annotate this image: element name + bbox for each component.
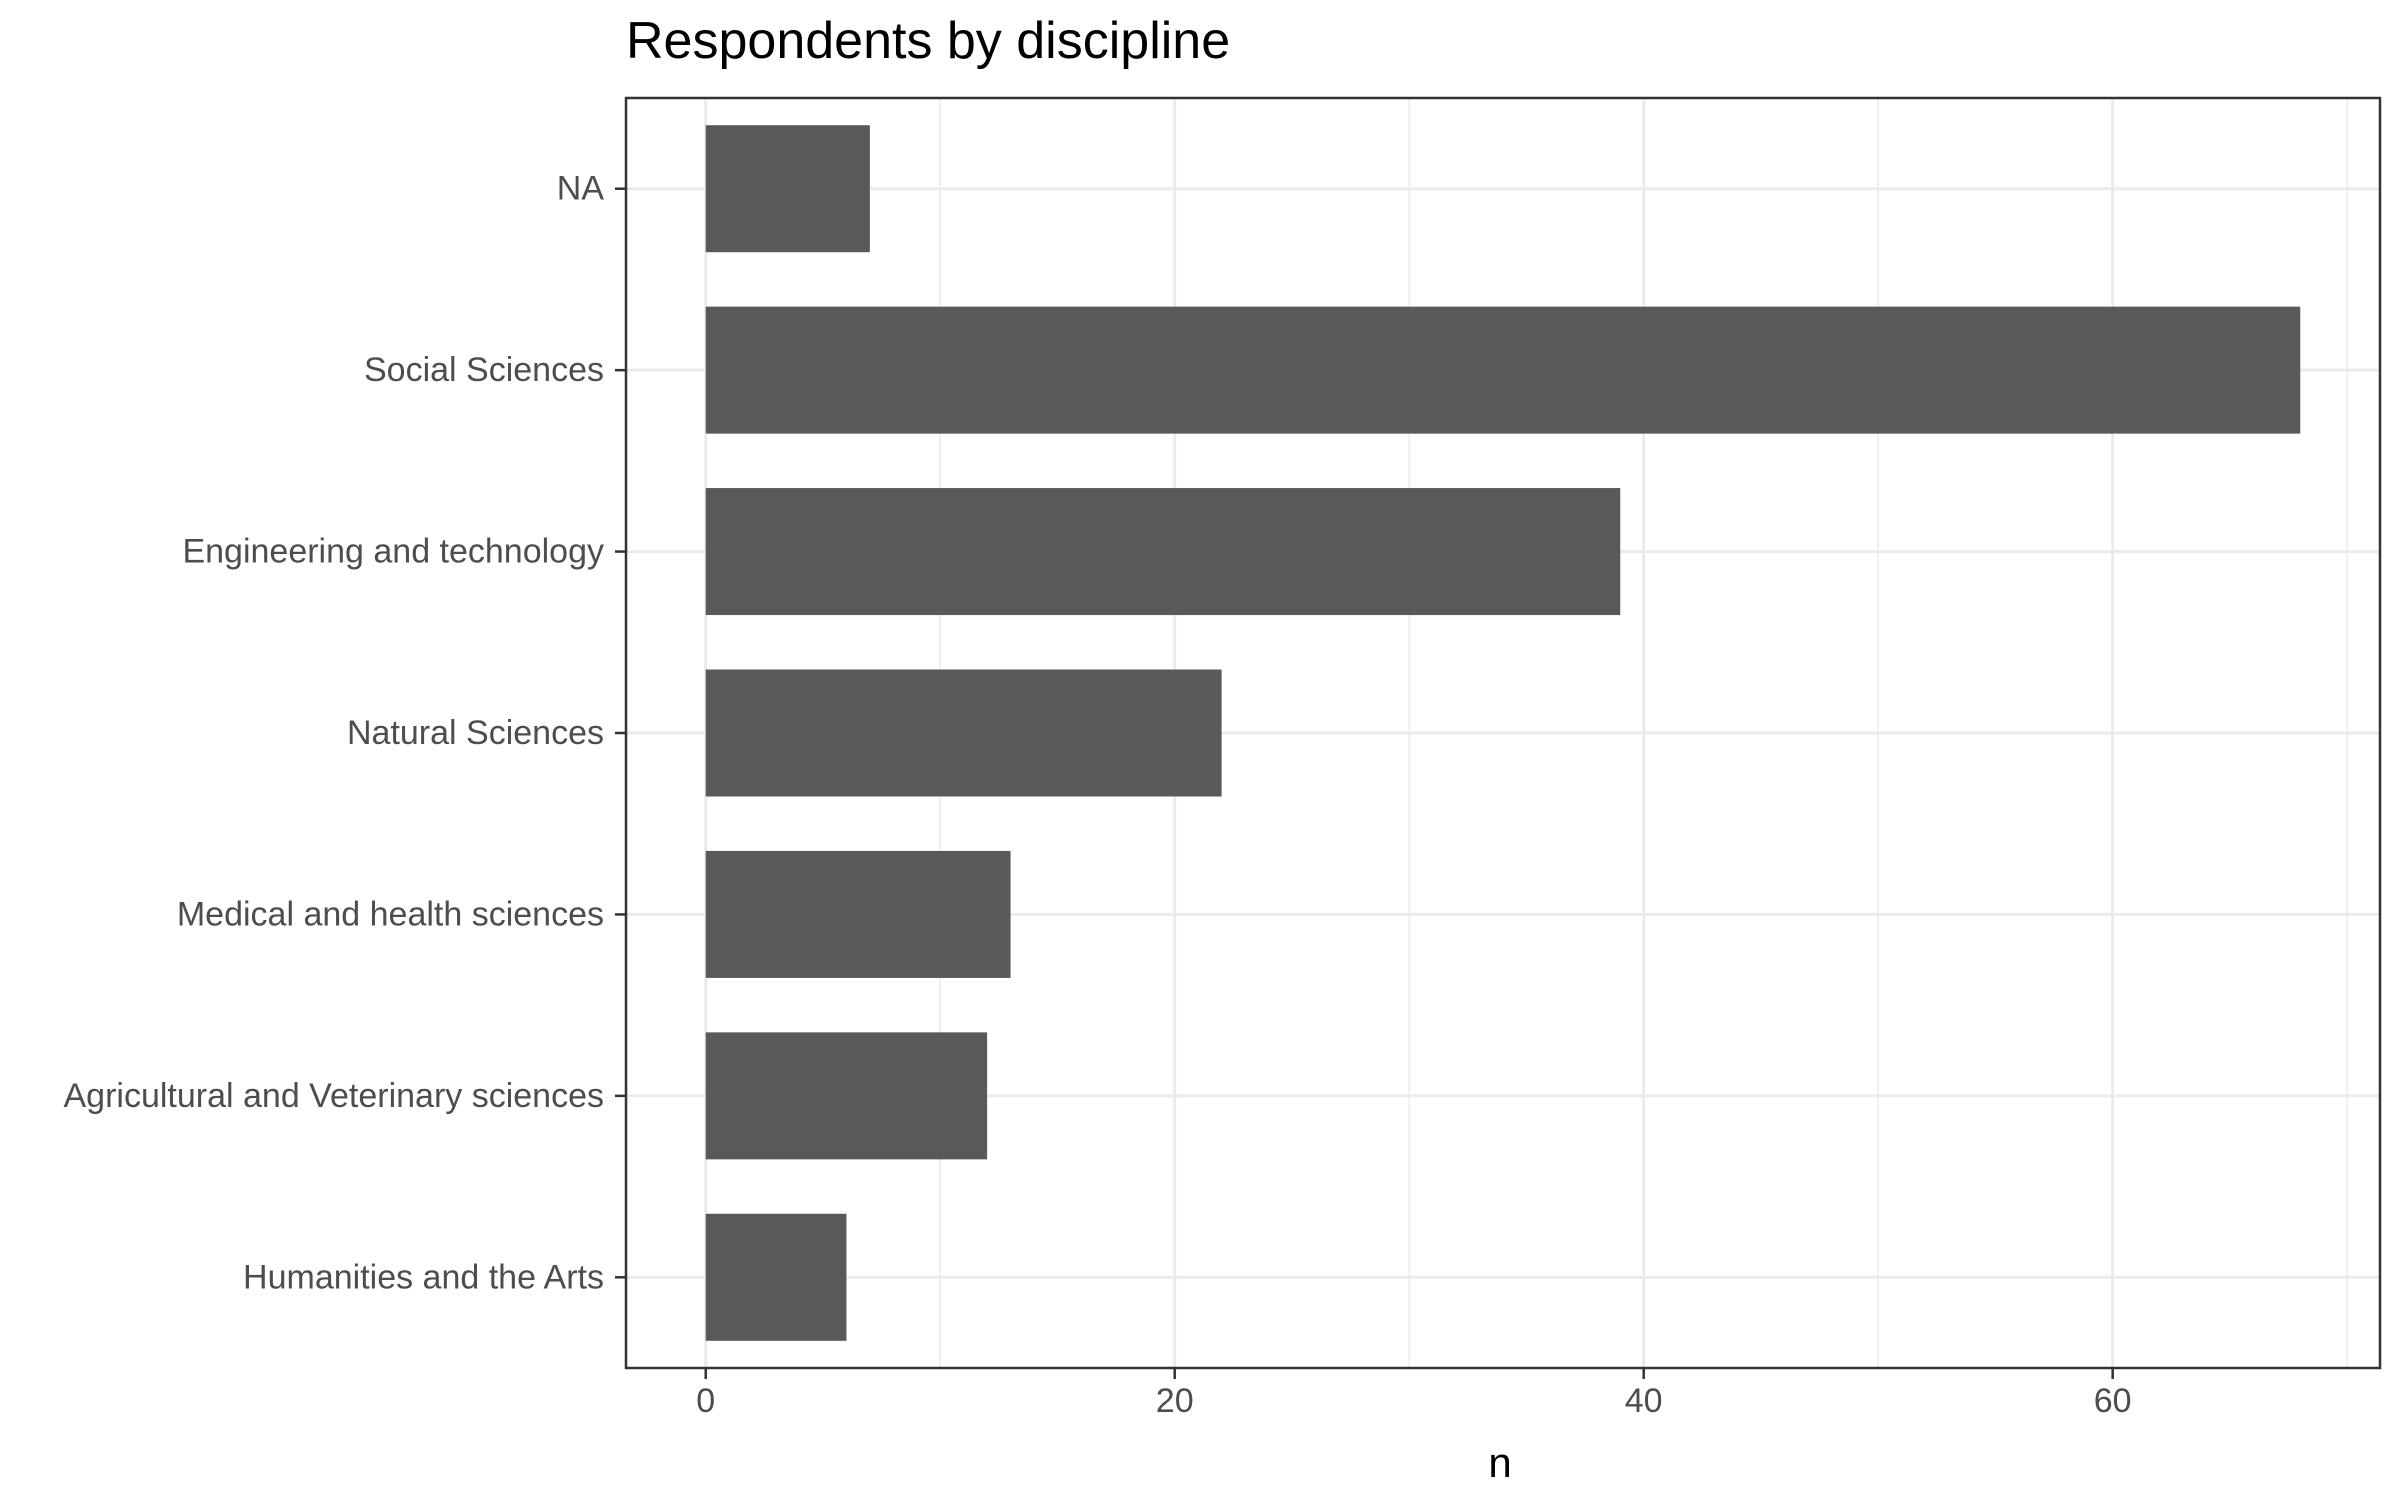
- category-label: Agricultural and Veterinary sciences: [64, 1077, 605, 1115]
- category-label: Humanities and the Arts: [243, 1258, 604, 1296]
- bar-6: [705, 1213, 847, 1341]
- x-axis-title: n: [1488, 1439, 1511, 1486]
- bar-5: [705, 1032, 988, 1160]
- bar-3: [705, 669, 1222, 797]
- bar-1: [705, 306, 2301, 434]
- bar-4: [705, 850, 1011, 978]
- category-label: Medical and health sciences: [177, 895, 604, 933]
- bar-2: [705, 488, 1621, 616]
- category-label: Engineering and technology: [182, 533, 604, 571]
- category-label: NA: [557, 170, 605, 208]
- category-label: Social Sciences: [364, 351, 604, 389]
- x-tick-label: 60: [2094, 1382, 2132, 1420]
- bar-0: [705, 125, 870, 253]
- x-tick-label: 20: [1156, 1382, 1194, 1420]
- bars: [705, 125, 2301, 1341]
- category-label: Natural Sciences: [347, 714, 604, 752]
- chart-title: Respondents by discipline: [626, 12, 1230, 70]
- x-tick-label: 40: [1625, 1382, 1663, 1420]
- x-axis: 0 20 40 60: [696, 1368, 2132, 1420]
- y-axis: NA Social Sciences Engineering and technol…: [64, 170, 626, 1296]
- x-tick-label: 0: [696, 1382, 715, 1420]
